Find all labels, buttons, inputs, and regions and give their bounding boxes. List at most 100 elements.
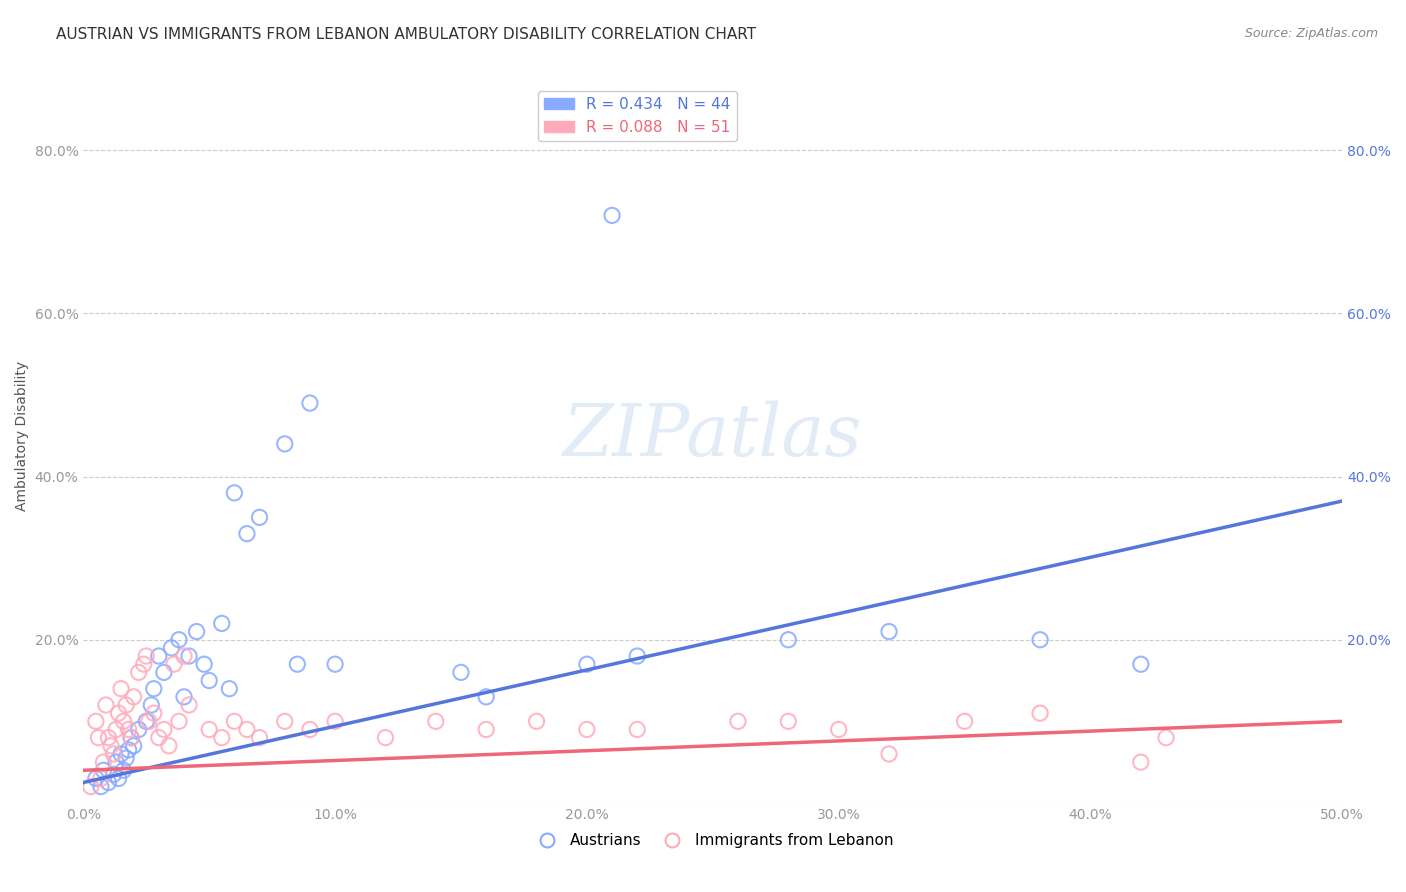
Point [323, 714, 346, 729]
Point [173, 648, 195, 663]
Point [148, 648, 170, 663]
Point [90, 780, 112, 794]
Point [475, 690, 498, 704]
Point [374, 731, 396, 745]
Point [93, 764, 115, 778]
Point [128, 723, 150, 737]
Point [575, 723, 598, 737]
Point [153, 723, 176, 737]
Point [177, 648, 200, 663]
Point [141, 698, 163, 712]
Point [1029, 706, 1052, 721]
Point [224, 486, 246, 500]
Point [298, 396, 321, 410]
Point [236, 526, 259, 541]
Point [120, 731, 142, 745]
Y-axis label: Ambulatory Disability: Ambulatory Disability [15, 360, 30, 511]
Point [600, 208, 623, 222]
Point [157, 739, 180, 753]
Point [778, 632, 800, 647]
Point [211, 616, 233, 631]
Point [177, 698, 200, 712]
Point [218, 681, 240, 696]
Point [285, 657, 308, 672]
Point [115, 751, 138, 765]
Point [90, 772, 112, 786]
Point [148, 731, 170, 745]
Point [117, 723, 139, 737]
Point [80, 780, 103, 794]
Point [198, 723, 221, 737]
Point [163, 657, 186, 672]
Point [193, 657, 215, 672]
Point [153, 665, 176, 680]
Point [103, 747, 125, 761]
Point [122, 739, 145, 753]
Point [877, 747, 900, 761]
Point [198, 673, 221, 688]
Point [575, 657, 598, 672]
Point [112, 714, 135, 729]
Point [626, 723, 648, 737]
Point [135, 714, 157, 729]
Point [97, 731, 120, 745]
Point [274, 714, 297, 729]
Point [103, 767, 125, 781]
Point [84, 714, 107, 729]
Point [526, 714, 548, 729]
Point [87, 731, 110, 745]
Point [425, 714, 447, 729]
Point [298, 723, 321, 737]
Point [94, 698, 117, 712]
Point [107, 772, 129, 786]
Point [100, 739, 122, 753]
Point [1129, 755, 1152, 769]
Point [105, 755, 128, 769]
Point [827, 723, 849, 737]
Point [323, 657, 346, 672]
Point [160, 640, 183, 655]
Point [128, 665, 150, 680]
Point [110, 747, 132, 761]
Point [186, 624, 208, 639]
Point [167, 632, 190, 647]
Point [877, 624, 900, 639]
Point [122, 690, 145, 704]
Point [953, 714, 976, 729]
Text: AUSTRIAN VS IMMIGRANTS FROM LEBANON AMBULATORY DISABILITY CORRELATION CHART: AUSTRIAN VS IMMIGRANTS FROM LEBANON AMBU… [56, 27, 756, 42]
Point [135, 648, 157, 663]
Legend: Austrians, Immigrants from Lebanon: Austrians, Immigrants from Lebanon [526, 827, 900, 854]
Point [727, 714, 749, 729]
Point [142, 681, 165, 696]
Point [105, 723, 128, 737]
Point [84, 772, 107, 786]
Text: Source: ZipAtlas.com: Source: ZipAtlas.com [1244, 27, 1378, 40]
Point [167, 714, 190, 729]
Point [224, 714, 246, 729]
Point [778, 714, 800, 729]
Point [112, 764, 135, 778]
Point [249, 510, 271, 524]
Point [475, 723, 498, 737]
Point [236, 723, 259, 737]
Point [142, 706, 165, 721]
Point [1154, 731, 1177, 745]
Point [132, 657, 155, 672]
Point [450, 665, 472, 680]
Point [211, 731, 233, 745]
Text: ZIPatlas: ZIPatlas [562, 401, 863, 471]
Point [173, 690, 195, 704]
Point [117, 743, 139, 757]
Point [115, 698, 138, 712]
Point [1029, 632, 1052, 647]
Point [249, 731, 271, 745]
Point [626, 648, 648, 663]
Point [138, 714, 160, 729]
Point [120, 731, 142, 745]
Point [97, 775, 120, 789]
Point [93, 755, 115, 769]
Point [110, 681, 132, 696]
Point [107, 706, 129, 721]
Point [274, 437, 297, 451]
Point [1129, 657, 1152, 672]
